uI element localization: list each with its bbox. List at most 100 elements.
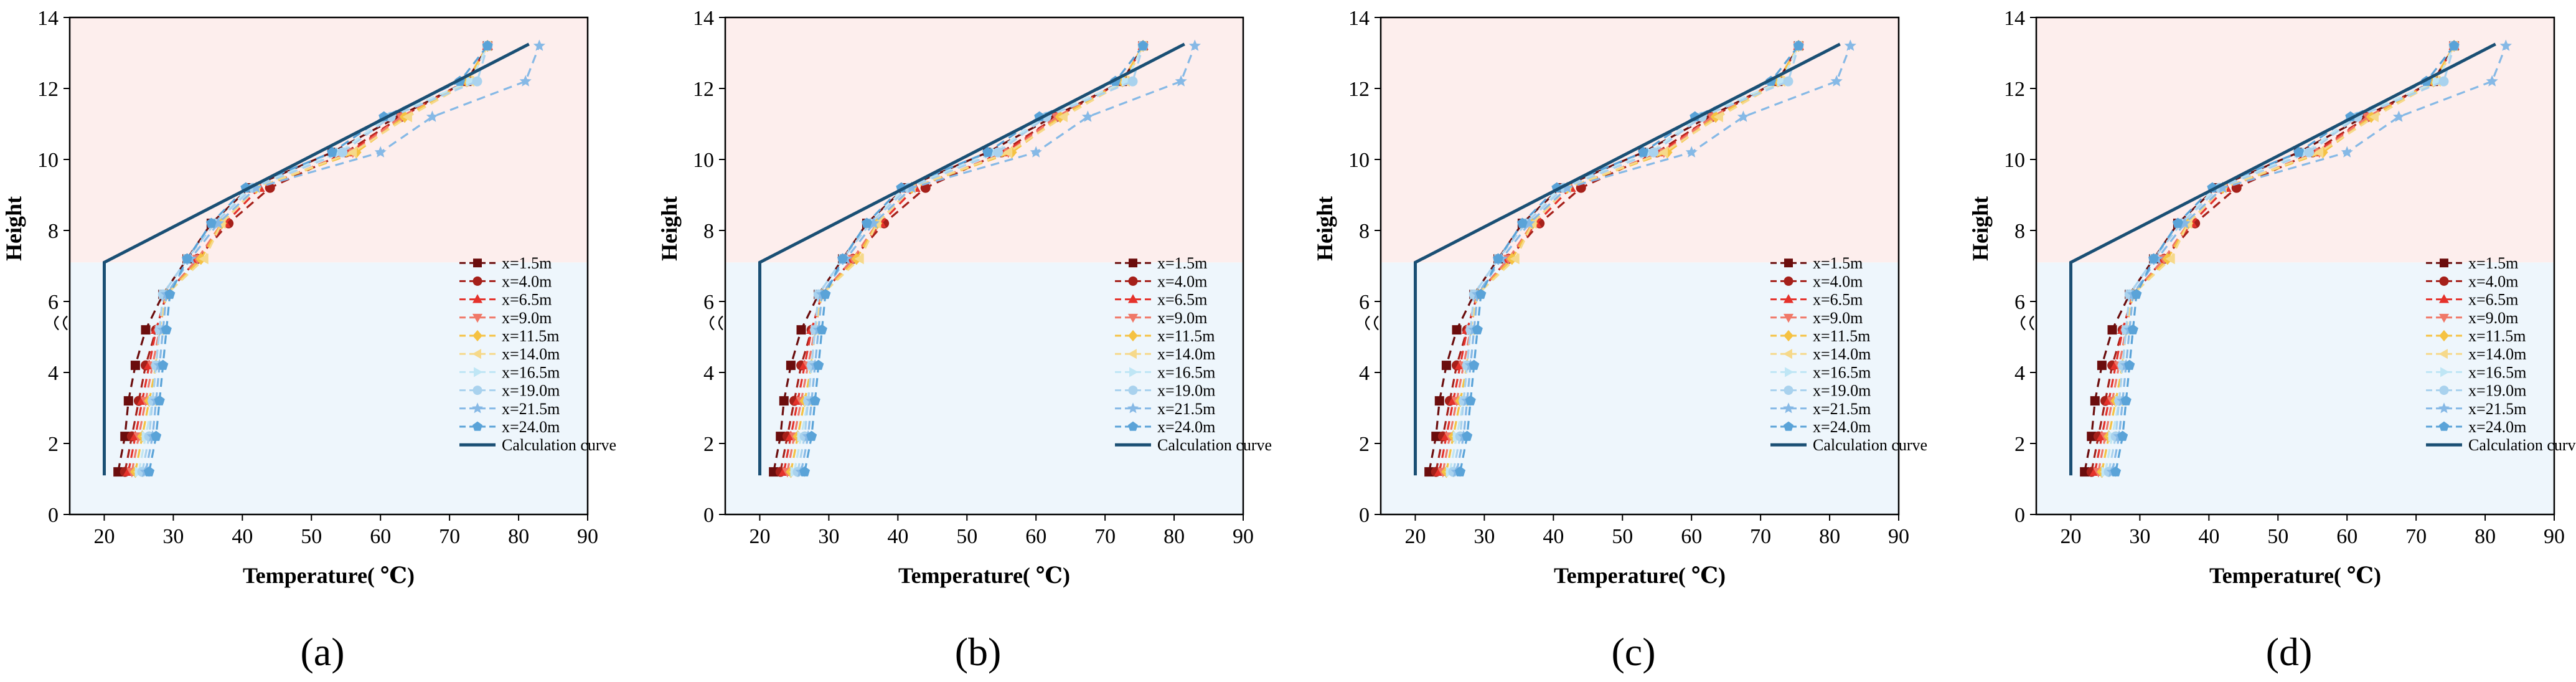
data-point (2341, 146, 2353, 158)
x-tick-label: 70 (1750, 525, 1771, 548)
legend-marker (1784, 258, 1793, 268)
legend-label: x=16.5m (502, 363, 560, 381)
legend-marker (472, 329, 482, 342)
data-point (982, 146, 994, 157)
data-point (120, 432, 130, 442)
lower-zone-band (2036, 262, 2554, 514)
legend-item: x=16.5m (2426, 363, 2526, 381)
series-layer (2069, 39, 2512, 478)
legend-item: x=24.0m (1770, 418, 1871, 436)
legend-marker (2438, 349, 2448, 359)
data-point (2392, 110, 2405, 122)
legend-label: x=6.5m (2468, 291, 2518, 309)
data-point (2127, 324, 2138, 334)
lower-zone-band (725, 262, 1243, 514)
chart-panel-b: 20 30 40 50 60 70 80 90 0 2 4 6 8 10 12 14 Temperature( … (657, 7, 1272, 674)
axis-break-symbol (1365, 315, 1379, 331)
data-point (2448, 40, 2460, 50)
legend-item: Calculation curve (1770, 436, 1927, 454)
legend-label: x=9.0m (502, 309, 552, 327)
legend-item: x=11.5m (1770, 327, 1870, 345)
legend-label: Calculation curve (1157, 436, 1272, 454)
legend-label: x=9.0m (1157, 309, 1207, 327)
y-tick-label: 4 (48, 362, 59, 385)
legend-marker (2438, 402, 2450, 414)
legend-label: x=11.5m (502, 327, 559, 345)
data-point (1830, 75, 1843, 87)
y-tick-label: 10 (2004, 149, 2025, 172)
y-tick-label: 6 (2014, 291, 2025, 314)
data-point (2293, 146, 2305, 157)
axis-break-symbol (54, 315, 68, 331)
y-tick-label: 2 (48, 433, 59, 456)
legend-marker (1783, 402, 1794, 414)
data-point (182, 253, 193, 263)
panel-label: (c) (1611, 630, 1655, 674)
y-tick-label: 6 (1359, 291, 1370, 314)
x-tick-label: 50 (956, 525, 977, 548)
legend-label: x=11.5m (2468, 327, 2526, 345)
data-point (993, 147, 1004, 158)
plot-frame (724, 16, 1244, 516)
x-tick-label: 80 (1163, 525, 1185, 548)
legend-marker (472, 313, 483, 323)
legend-label: x=24.0m (1157, 418, 1215, 436)
data-point (2486, 75, 2498, 87)
data-point (1127, 76, 1138, 87)
legend-item: x=6.5m (2426, 291, 2518, 309)
data-point (141, 325, 151, 335)
data-point (1561, 181, 1574, 193)
legend-item: x=6.5m (459, 291, 552, 309)
legend-item: x=4.0m (2426, 272, 2518, 290)
calculation-curve-line (103, 42, 530, 476)
x-tick-label: 60 (370, 525, 391, 548)
data-point (806, 430, 817, 441)
x-tick-label: 50 (2267, 525, 2288, 548)
legend-label: x=16.5m (1157, 363, 1215, 381)
legend-item: x=21.5m (1115, 400, 1215, 418)
legend-marker (1127, 294, 1139, 303)
y-axis-title: Height (1312, 196, 1337, 261)
legend-item: x=4.0m (459, 272, 552, 290)
data-point (157, 359, 169, 370)
data-point (1783, 76, 1793, 87)
series-layer (103, 39, 545, 478)
data-point (426, 110, 438, 122)
legend-marker (1127, 349, 1137, 359)
legend-item: x=9.0m (1115, 309, 1207, 327)
data-point (2090, 396, 2100, 406)
x-tick-label: 20 (1404, 525, 1426, 548)
legend-label: x=24.0m (2468, 418, 2526, 436)
data-point (1462, 430, 1473, 441)
data-point (1058, 111, 1068, 123)
legend-label: x=21.5m (1157, 400, 1215, 418)
legend-marker (1783, 349, 1792, 359)
legend-item: x=11.5m (459, 327, 559, 345)
legend-item: x=1.5m (459, 254, 552, 272)
data-point (2080, 467, 2090, 477)
legend-marker (1784, 276, 1793, 286)
data-point (533, 39, 545, 51)
data-point (1030, 146, 1042, 158)
x-axis-title: Temperature( ℃) (2209, 563, 2381, 588)
legend-marker (2438, 294, 2450, 303)
legend-item: x=14.0m (459, 345, 560, 363)
calculation-curve-line (1414, 42, 1841, 476)
legend-label: x=19.0m (502, 382, 560, 400)
x-tick-label: 60 (1681, 525, 1702, 548)
calculation-curve-line (2069, 42, 2496, 476)
y-tick-label: 12 (1348, 78, 1370, 101)
data-point (2438, 76, 2449, 87)
y-tick-label: 4 (703, 362, 714, 385)
legend-marker (1127, 402, 1139, 414)
legend-label: x=21.5m (2468, 400, 2526, 418)
y-tick-label: 0 (48, 504, 59, 527)
y-tick-label: 14 (693, 7, 714, 30)
data-point (813, 359, 824, 370)
data-point (1713, 111, 1723, 123)
legend-label: x=1.5m (1813, 254, 1863, 272)
legend-marker (473, 258, 482, 268)
legend-marker (1129, 367, 1139, 377)
legend-item: x=1.5m (1115, 254, 1207, 272)
legend: x=1.5mx=4.0mx=6.5mx=9.0mx=11.5mx=14.0mx=… (459, 254, 616, 454)
